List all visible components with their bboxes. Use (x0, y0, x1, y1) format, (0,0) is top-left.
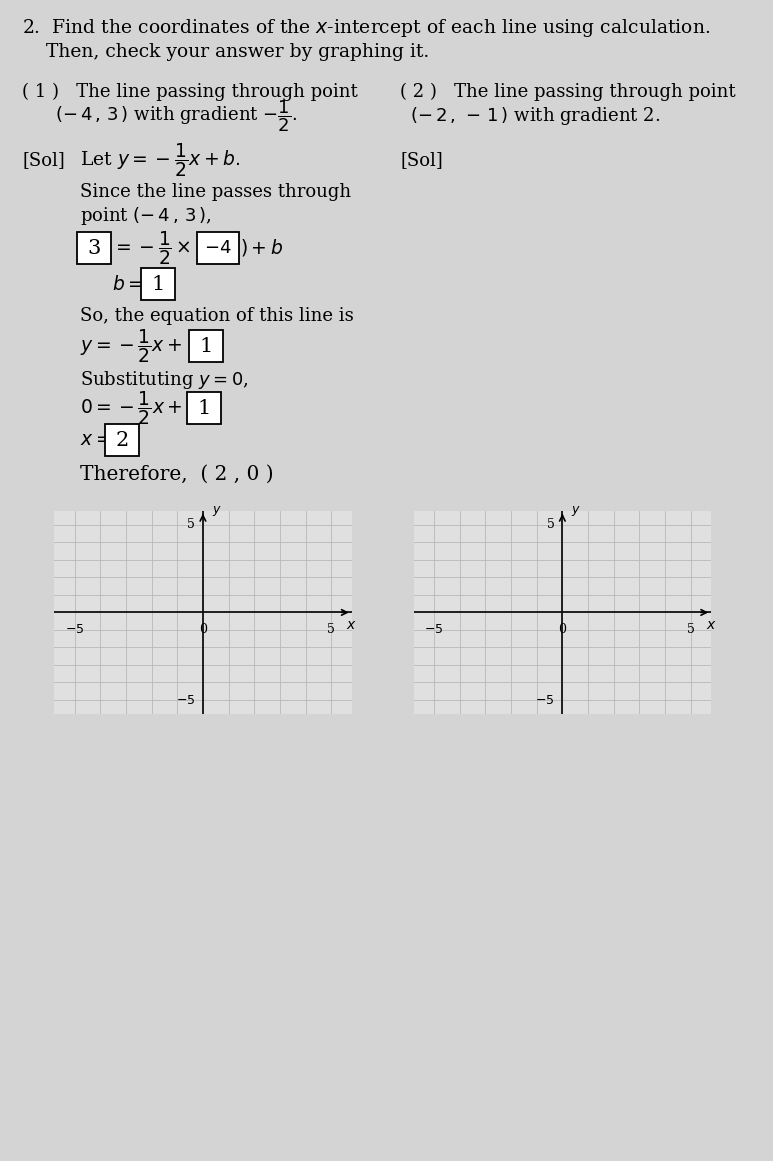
Text: $-4$: $-4$ (204, 239, 232, 257)
Text: 5: 5 (327, 623, 335, 636)
Text: $-5$: $-5$ (424, 623, 444, 636)
Text: 2: 2 (115, 431, 128, 449)
Text: [Sol]: [Sol] (400, 151, 443, 170)
Text: ( 1 )   The line passing through point: ( 1 ) The line passing through point (22, 82, 358, 101)
FancyBboxPatch shape (77, 232, 111, 264)
Text: Let $y = -\dfrac{1}{2}x + b.$: Let $y = -\dfrac{1}{2}x + b.$ (80, 142, 240, 179)
Text: Therefore,  ( 2 , 0 ): Therefore, ( 2 , 0 ) (80, 464, 274, 483)
Text: ( 2 )   The line passing through point: ( 2 ) The line passing through point (400, 82, 736, 101)
Text: 2.  Find the coordinates of the $x$-intercept of each line using calculation.: 2. Find the coordinates of the $x$-inter… (22, 17, 710, 39)
Text: 1: 1 (197, 398, 211, 418)
Text: $-5$: $-5$ (65, 623, 84, 636)
Text: 1: 1 (152, 274, 165, 294)
Text: 1: 1 (199, 337, 213, 355)
Text: $x$: $x$ (706, 618, 717, 632)
Text: 0: 0 (199, 623, 207, 636)
Text: $= -\dfrac{1}{2} \times ($: $= -\dfrac{1}{2} \times ($ (112, 229, 203, 267)
Text: So, the equation of this line is: So, the equation of this line is (80, 307, 354, 325)
Text: 5: 5 (187, 518, 196, 532)
Text: $y$: $y$ (212, 504, 222, 518)
Text: Since the line passes through: Since the line passes through (80, 183, 351, 201)
Text: $x$: $x$ (346, 618, 357, 632)
Text: [Sol]: [Sol] (22, 151, 65, 170)
Text: $) + b$: $) + b$ (240, 238, 284, 259)
Text: $(-\,4\,,\,3\,)$ with gradient $-\dfrac{1}{2}.$: $(-\,4\,,\,3\,)$ with gradient $-\dfrac{… (55, 99, 298, 134)
Text: $y = -\dfrac{1}{2}x +$: $y = -\dfrac{1}{2}x +$ (80, 327, 182, 365)
Text: 3: 3 (87, 238, 100, 258)
FancyBboxPatch shape (141, 268, 175, 300)
FancyBboxPatch shape (105, 424, 139, 456)
Text: point $(-\,4\,,\,3\,)$,: point $(-\,4\,,\,3\,)$, (80, 205, 212, 228)
Text: 5: 5 (547, 518, 555, 532)
Text: Then, check your answer by graphing it.: Then, check your answer by graphing it. (22, 43, 429, 62)
Text: $(-\,2\,,\,-\,1\,)$ with gradient 2.: $(-\,2\,,\,-\,1\,)$ with gradient 2. (410, 104, 660, 127)
Text: $-5$: $-5$ (536, 693, 555, 707)
Text: $-5$: $-5$ (176, 693, 196, 707)
Text: $b =$: $b =$ (112, 274, 143, 294)
FancyBboxPatch shape (189, 330, 223, 362)
FancyBboxPatch shape (197, 232, 239, 264)
Text: 5: 5 (686, 623, 695, 636)
Text: $0 = -\dfrac{1}{2}x +$: $0 = -\dfrac{1}{2}x +$ (80, 389, 182, 427)
FancyBboxPatch shape (187, 392, 221, 424)
Text: $y$: $y$ (571, 504, 581, 518)
Text: Substituting $y = 0$,: Substituting $y = 0$, (80, 369, 249, 391)
Text: $x =$: $x =$ (80, 431, 111, 449)
Text: 0: 0 (558, 623, 567, 636)
